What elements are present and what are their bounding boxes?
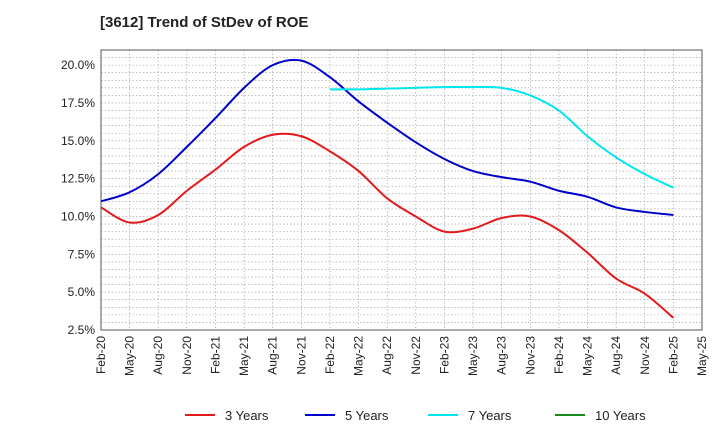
- x-tick-label: May-21: [237, 336, 251, 376]
- y-tick-label: 10.0%: [61, 209, 95, 223]
- x-tick-label: Feb-25: [666, 336, 680, 374]
- x-tick-label: Aug-24: [609, 336, 623, 375]
- x-tick-label: Nov-24: [638, 336, 652, 375]
- x-axis-ticks: Feb-20 May-20 Aug-20 Nov-20 Feb-21 May-21 Aug-…: [94, 336, 709, 376]
- y-tick-label: 2.5%: [68, 323, 96, 337]
- x-tick-label: May-23: [466, 336, 480, 376]
- legend-label-4: 10 Years: [595, 408, 646, 423]
- x-tick-label: May-24: [581, 336, 595, 376]
- y-tick-label: 5.0%: [68, 285, 96, 299]
- x-tick-label: May-20: [123, 336, 137, 376]
- series-lines: [100, 58, 675, 319]
- grid-lines: [100, 49, 703, 331]
- legend-label-2: 5 Years: [345, 408, 389, 423]
- plot-frame: [100, 49, 703, 331]
- x-tick-label: Feb-23: [437, 336, 451, 374]
- y-tick-label: 7.5%: [68, 247, 96, 261]
- x-tick-label: Feb-21: [208, 336, 222, 374]
- y-axis-ticks: 2.5% 5.0% 7.5% 10.0% 12.5% 15.0% 17.5% 20.0%: [61, 58, 95, 337]
- x-tick-label: Aug-22: [380, 336, 394, 375]
- x-tick-label: Nov-20: [180, 336, 194, 375]
- x-tick-label: Aug-21: [266, 336, 280, 375]
- legend: 3 Years 5 Years 7 Years 10 Years: [185, 408, 646, 423]
- x-tick-label: Nov-21: [294, 336, 308, 375]
- x-tick-label: Feb-22: [323, 336, 337, 374]
- x-tick-label: Feb-24: [552, 336, 566, 374]
- y-tick-label: 20.0%: [61, 58, 95, 72]
- x-tick-label: May-22: [352, 336, 366, 376]
- chart-title: [3612] Trend of StDev of ROE: [100, 14, 309, 31]
- series-line-3: [329, 85, 674, 189]
- series-line-2: [100, 58, 674, 216]
- x-tick-label: Nov-23: [523, 336, 537, 375]
- legend-label-3: 7 Years: [468, 408, 512, 423]
- y-tick-label: 17.5%: [61, 96, 95, 110]
- x-tick-label: May-25: [695, 336, 709, 376]
- series-line-1: [100, 132, 675, 319]
- legend-label-1: 3 Years: [225, 408, 269, 423]
- x-tick-label: Feb-20: [94, 336, 108, 374]
- x-tick-label: Aug-20: [151, 336, 165, 375]
- x-tick-label: Nov-22: [409, 336, 423, 375]
- x-tick-label: Aug-23: [495, 336, 509, 375]
- y-tick-label: 15.0%: [61, 134, 95, 148]
- y-tick-label: 12.5%: [61, 172, 95, 186]
